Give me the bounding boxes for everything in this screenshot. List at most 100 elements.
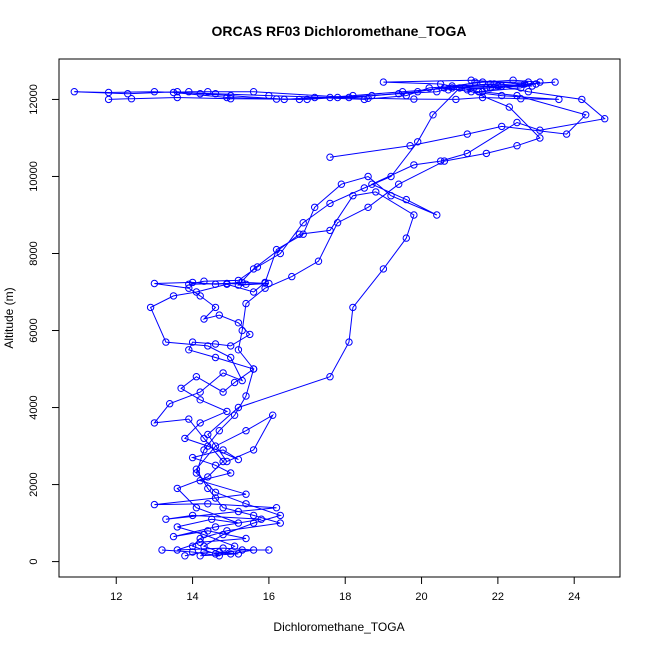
data-point	[227, 353, 235, 362]
data-point	[238, 326, 246, 335]
y-tick-label: 4000	[28, 395, 40, 419]
data-point	[150, 419, 159, 427]
data-point	[234, 276, 243, 285]
data-point	[169, 292, 178, 300]
x-tick-label: 22	[492, 591, 504, 603]
series-layer	[70, 76, 609, 560]
data-point	[211, 461, 220, 469]
data-point	[200, 315, 208, 323]
data-point	[288, 272, 296, 281]
data-point	[345, 338, 353, 346]
data-point	[192, 465, 201, 473]
data-point	[440, 84, 449, 92]
data-point	[173, 546, 182, 554]
data-point	[196, 538, 204, 546]
data-point	[211, 90, 220, 98]
data-point	[234, 403, 243, 412]
data-point	[509, 76, 517, 84]
data-point	[249, 446, 258, 454]
y-tick-label: 0	[28, 559, 40, 565]
data-point	[395, 90, 403, 98]
data-point	[211, 550, 220, 558]
data-point	[200, 542, 208, 550]
data-point	[211, 303, 220, 312]
y-tick-label: 6000	[28, 318, 40, 342]
data-point	[326, 153, 334, 161]
data-point	[234, 319, 243, 327]
data-point	[185, 284, 193, 292]
data-point	[364, 94, 372, 103]
data-point	[181, 552, 189, 560]
data-point	[326, 93, 334, 102]
data-point	[242, 427, 250, 435]
data-point	[578, 95, 586, 104]
data-point	[532, 80, 540, 88]
data-point	[517, 84, 525, 92]
data-point	[387, 192, 395, 200]
data-point	[188, 338, 197, 346]
data-point	[326, 226, 334, 235]
data-point	[326, 373, 334, 381]
data-point	[211, 523, 220, 531]
data-point	[234, 346, 243, 354]
data-point	[230, 378, 239, 387]
data-point	[127, 95, 136, 103]
data-point	[414, 88, 422, 96]
data-point	[242, 534, 250, 543]
data-point	[192, 469, 201, 477]
data-point	[249, 546, 258, 554]
data-point	[444, 86, 452, 94]
data-point	[185, 88, 193, 96]
data-point	[520, 80, 529, 88]
data-point	[200, 446, 208, 454]
data-point	[524, 78, 533, 86]
data-point	[582, 111, 590, 119]
data-point	[188, 548, 197, 556]
data-point	[249, 288, 258, 296]
data-point	[196, 90, 204, 98]
data-point	[524, 88, 533, 96]
data-point	[364, 203, 372, 212]
x-tick-label: 12	[110, 591, 122, 603]
data-point	[498, 82, 506, 90]
data-point	[349, 303, 357, 312]
data-point	[223, 279, 231, 288]
data-point	[490, 80, 498, 88]
data-point	[452, 95, 460, 104]
data-point	[230, 411, 239, 419]
data-point	[311, 93, 319, 102]
x-axis-label: Dichloromethane_TOGA	[273, 620, 404, 634]
data-point	[215, 427, 224, 435]
data-point	[196, 396, 204, 404]
data-point	[211, 280, 220, 288]
data-point	[475, 88, 483, 96]
series-line-1	[154, 191, 415, 557]
data-point	[379, 78, 388, 86]
data-point	[204, 484, 212, 493]
data-point	[448, 82, 456, 90]
data-point	[395, 180, 403, 188]
data-point	[242, 392, 250, 400]
data-point	[482, 149, 491, 158]
data-point	[188, 278, 197, 287]
data-point	[227, 550, 235, 558]
data-point	[234, 550, 243, 558]
data-point	[269, 411, 277, 419]
data-point	[387, 172, 395, 181]
data-point	[204, 473, 212, 481]
data-point	[204, 342, 212, 350]
data-point	[238, 376, 246, 385]
data-point	[230, 542, 239, 550]
data-point	[436, 157, 445, 165]
x-tick-label: 20	[415, 591, 427, 603]
data-point	[196, 477, 204, 485]
data-point	[467, 88, 475, 96]
data-point	[173, 484, 182, 493]
data-point	[215, 311, 224, 319]
data-point	[494, 82, 502, 90]
data-point	[166, 400, 174, 408]
data-point	[276, 511, 284, 520]
data-point	[158, 546, 166, 554]
data-point	[414, 138, 422, 146]
